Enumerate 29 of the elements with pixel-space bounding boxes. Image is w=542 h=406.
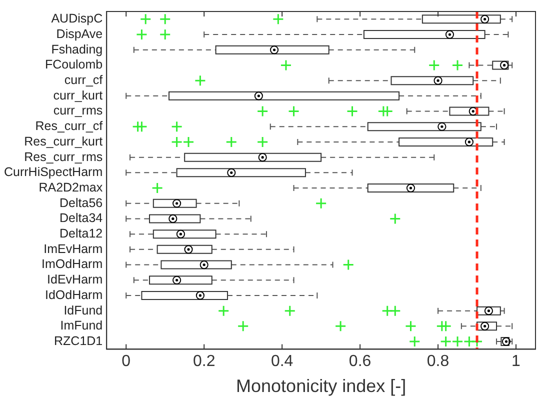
x-tick-label: 1 xyxy=(512,353,521,370)
x-axis-title: Monotonicity index [-] xyxy=(236,376,406,396)
y-tick-label: RZC1D1 xyxy=(54,334,103,348)
y-tick-label: ImEvHarm xyxy=(44,242,103,256)
y-tick-label: Res_curr_kurt xyxy=(24,134,104,148)
y-tick-label: IdFund xyxy=(64,303,103,318)
y-tick-label: Delta12 xyxy=(60,226,103,241)
y-tick-label: Res_curr_cf xyxy=(35,119,104,134)
x-tick-label: 0.4 xyxy=(270,353,294,370)
y-tick-label: ImFund xyxy=(60,318,103,333)
y-tick-label: DispAve xyxy=(56,26,103,41)
y-tick-label: ImOdHarm xyxy=(42,257,103,272)
y-tick-label: CurrHiSpectHarm xyxy=(4,165,103,180)
y-tick-label: FCoulomb xyxy=(44,58,103,72)
y-tick-label: Delta56 xyxy=(60,196,103,210)
y-tick-label: AUDispC xyxy=(51,12,103,26)
y-tick-label: RA2D2max xyxy=(38,180,104,194)
y-tick-label: curr_kurt xyxy=(53,88,104,102)
y-tick-label: IdOdHarm xyxy=(44,288,103,302)
x-tick-label: 0.2 xyxy=(192,353,216,370)
y-tick-label: Res_curr_rms xyxy=(24,150,103,164)
y-tick-label: Fshading xyxy=(51,42,103,56)
y-tick-label: Delta34 xyxy=(60,211,103,226)
y-tick-label: IdEvHarm xyxy=(47,272,103,287)
y-tick-label: curr_cf xyxy=(64,73,104,88)
x-tick-label: 0.6 xyxy=(348,353,372,370)
x-tick-label: 0 xyxy=(122,353,131,370)
x-tick-label: 0.8 xyxy=(426,353,450,370)
y-tick-label: curr_rms xyxy=(53,104,103,118)
